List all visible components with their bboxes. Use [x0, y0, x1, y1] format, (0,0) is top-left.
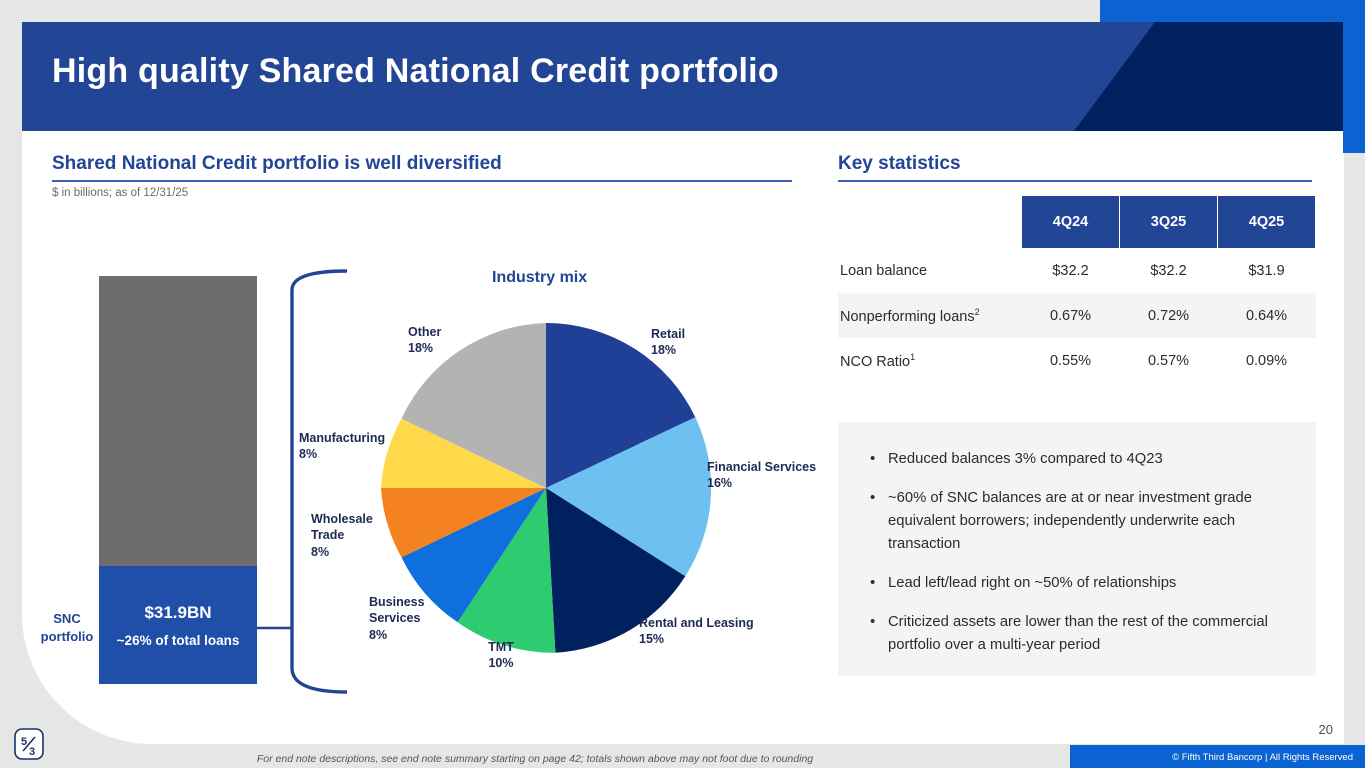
pie-label-wholesale-trade-pct: 8%	[311, 544, 330, 559]
footer-blue-block	[1070, 745, 1365, 768]
pie-label-business-services-name: Business Services	[369, 595, 425, 626]
right-section-heading: Key statistics	[838, 153, 961, 174]
footer-bar	[0, 745, 1365, 768]
table-cell-nonperforming-loans-4q25: 0.64%	[1245, 307, 1288, 324]
table-header-spacer	[838, 196, 1022, 248]
bar-value-label: $31.9BN	[144, 602, 212, 622]
pie-svg	[381, 322, 712, 653]
table-row: NCO Ratio1 0.55% 0.57% 0.09%	[838, 338, 1316, 383]
pie-label-tmt-name: TMT	[488, 640, 514, 654]
table-cell-loan-balance-4q24: $32.2	[1052, 262, 1089, 279]
table-row-label-nco-ratio: NCO Ratio1	[838, 352, 1022, 370]
pie-label-retail: Retail 18%	[651, 326, 685, 359]
table-cell-loan-balance-3q25: $32.2	[1150, 262, 1187, 279]
svg-text:3: 3	[29, 746, 35, 758]
table-col-header-3q25: 3Q25	[1120, 196, 1217, 248]
bar-category-label-line2: portfolio	[40, 628, 94, 644]
table-row-label-nco-ratio-text: NCO Ratio	[840, 353, 911, 370]
pie-slice-rental-and-leasing	[546, 488, 686, 653]
list-item: Criticized assets are lower than the res…	[868, 610, 1290, 657]
highlights-box: Reduced balances 3% compared to 4Q23 ~60…	[838, 422, 1316, 676]
bar-share-label: ~26% of total loans	[116, 632, 240, 648]
footnote-marker-2: 2	[974, 306, 980, 317]
pie-label-retail-name: Retail	[651, 327, 686, 341]
pie-label-business-services-pct: 8%	[369, 627, 388, 642]
table-cell-nco-ratio-3q25: 0.57%	[1147, 352, 1190, 369]
list-item: Reduced balances 3% compared to 4Q23	[868, 447, 1290, 471]
footer-endnote: For end note descriptions, see end note …	[256, 753, 814, 765]
pie-label-tmt: TMT 10%	[485, 639, 517, 672]
brace-connector	[257, 269, 348, 694]
pie-slice-retail	[546, 322, 696, 488]
table-col-header-4q25: 4Q25	[1218, 196, 1315, 248]
pie-slice-other	[401, 323, 546, 488]
pie-label-financial-services: Financial Services 16%	[707, 459, 816, 492]
pie-label-wholesale-trade-name: Wholesale Trade	[311, 512, 373, 543]
pie-label-other: Other 18%	[408, 324, 441, 357]
header-top-blue-strip	[1100, 0, 1343, 22]
table-row-label-nonperforming-loans: Nonperforming loans2	[838, 307, 1022, 325]
bar-category-label-line1: SNC	[53, 611, 81, 626]
pie-label-manufacturing-name: Manufacturing	[299, 431, 386, 445]
pie-label-rental-and-leasing: Rental and Leasing 15%	[639, 615, 754, 648]
pie-label-wholesale-trade: Wholesale Trade 8%	[311, 511, 373, 560]
table-cell-nco-ratio-4q25: 0.09%	[1245, 352, 1288, 369]
left-section-rule	[52, 180, 792, 182]
key-statistics-table: 4Q24 3Q25 4Q25 Loan balance $32.2 $32.2 …	[838, 196, 1316, 383]
table-cell-nco-ratio-4q24: 0.55%	[1049, 352, 1092, 369]
table-row-label-nonperforming-loans-text: Nonperforming loans	[840, 308, 975, 325]
right-section-rule	[838, 180, 1312, 182]
left-section-subnote: $ in billions; as of 12/31/25	[52, 187, 189, 199]
pie-label-other-pct: 18%	[408, 341, 434, 356]
header-right-blue-strip	[1343, 0, 1365, 153]
svg-text:5: 5	[21, 736, 27, 748]
pie-slice-manufacturing	[381, 418, 546, 488]
table-row: Nonperforming loans2 0.67% 0.72% 0.64%	[838, 293, 1316, 338]
footer-copyright: © Fifth Third Bancorp | All Rights Reser…	[1172, 752, 1353, 763]
left-section-heading: Shared National Credit portfolio is well…	[52, 153, 502, 174]
pie-label-business-services: Business Services 8%	[369, 594, 425, 643]
header-dark-accent	[1074, 22, 1344, 131]
fifth-third-logo-icon: 5 3	[14, 728, 44, 760]
table-col-header-4q24: 4Q24	[1022, 196, 1119, 248]
highlights-list: Reduced balances 3% compared to 4Q23 ~60…	[868, 447, 1290, 658]
table-cell-loan-balance-4q25: $31.9	[1248, 262, 1285, 279]
pie-slice-tmt	[457, 488, 556, 653]
pie-slice-financial-services	[546, 417, 712, 577]
pie-label-rental-and-leasing-name: Rental and Leasing	[639, 616, 754, 630]
bar-segment-snc: $31.9BN ~26% of total loans	[99, 566, 257, 684]
pie-chart-title: Industry mix	[492, 269, 588, 286]
pie-label-financial-services-pct: 16%	[707, 476, 733, 491]
pie-label-tmt-pct: 10%	[488, 656, 514, 671]
page-title: High quality Shared National Credit port…	[52, 52, 779, 90]
table-cell-nonperforming-loans-3q25: 0.72%	[1147, 307, 1190, 324]
table-cell-nonperforming-loans-4q24: 0.67%	[1049, 307, 1092, 324]
bar-category-label: SNC portfolio	[38, 610, 96, 645]
pie-label-rental-and-leasing-pct: 15%	[639, 632, 665, 647]
list-item: Lead left/lead right on ~50% of relation…	[868, 571, 1290, 595]
pie-label-manufacturing-pct: 8%	[299, 447, 318, 462]
table-row-label-loan-balance: Loan balance	[840, 262, 928, 279]
page-number: 20	[1318, 722, 1333, 737]
bar-segment-remainder	[99, 276, 257, 566]
pie-slice-business-services	[401, 488, 546, 623]
pie-label-retail-pct: 18%	[651, 343, 677, 358]
industry-mix-pie-chart	[381, 322, 712, 653]
table-header-row: 4Q24 3Q25 4Q25	[838, 196, 1316, 248]
table-row: Loan balance $32.2 $32.2 $31.9	[838, 248, 1316, 293]
pie-label-other-name: Other	[408, 325, 442, 339]
pie-label-manufacturing: Manufacturing 8%	[299, 430, 385, 463]
footnote-marker-1: 1	[910, 351, 916, 362]
list-item: ~60% of SNC balances are at or near inve…	[868, 486, 1290, 556]
pie-label-financial-services-name: Financial Services	[707, 460, 817, 474]
pie-slice-wholesale-trade	[381, 488, 546, 558]
slide-header-band	[22, 22, 1344, 131]
